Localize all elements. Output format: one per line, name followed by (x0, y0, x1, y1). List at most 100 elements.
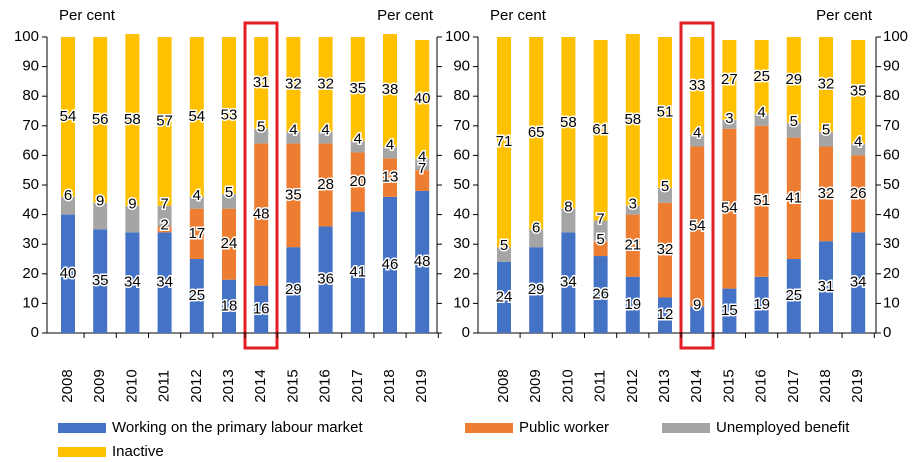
legend-label: Public worker (519, 419, 609, 436)
bar-segment (722, 119, 737, 129)
y-tick-label: 10 (883, 294, 900, 311)
data-label: 40 (414, 90, 431, 107)
data-label: 35 (850, 83, 867, 100)
data-label: 71 (496, 133, 513, 150)
data-label: 8 (564, 199, 572, 216)
y-axis-label: Per cent (377, 7, 434, 24)
bar-segment (786, 122, 801, 138)
bar-segment (350, 37, 365, 141)
y-tick-label: 40 (453, 206, 470, 223)
data-label: 32 (657, 241, 674, 258)
data-label: 31 (253, 74, 270, 91)
y-tick-label: 20 (453, 265, 470, 282)
data-label: 56 (92, 111, 109, 128)
bar-segment (529, 247, 544, 333)
bar-segment (350, 140, 365, 153)
y-tick-label: 50 (453, 176, 470, 193)
x-tick-label: 2008 (59, 369, 76, 402)
bar-segment (286, 143, 301, 248)
highlight-box (679, 21, 715, 350)
data-label: 17 (188, 225, 205, 242)
bar-segment (754, 276, 769, 333)
x-tick-label: 2013 (656, 369, 673, 402)
legend-swatch (58, 423, 106, 433)
bar-segment (318, 131, 333, 144)
x-tick-label: 2019 (849, 369, 866, 402)
y-tick-label: 90 (453, 58, 470, 75)
data-label: 25 (753, 68, 770, 85)
x-tick-label: 2018 (817, 369, 834, 402)
bar-segment (754, 113, 769, 126)
y-tick-label: 20 (883, 265, 900, 282)
data-label: 24 (496, 288, 513, 305)
x-tick-label: 2014 (688, 369, 705, 402)
data-label: 38 (382, 81, 399, 98)
bar-segment (690, 146, 705, 307)
bar-segment (318, 226, 333, 333)
data-label: 5 (790, 113, 798, 130)
x-tick-label: 2015 (284, 369, 301, 402)
x-tick-label: 2017 (349, 369, 366, 402)
bar-segment (722, 128, 737, 289)
data-label: 33 (689, 77, 706, 94)
bar-segment (157, 205, 172, 227)
bar-segment (222, 37, 236, 194)
data-label: 58 (624, 111, 641, 128)
data-label: 35 (349, 80, 366, 97)
y-tick-label: 0 (462, 324, 470, 341)
data-label: 27 (721, 71, 738, 88)
data-label: 65 (528, 124, 545, 141)
bar-segment (625, 34, 640, 206)
bar-segment (254, 37, 269, 129)
bar-segment (819, 146, 833, 242)
data-label: 18 (221, 297, 238, 314)
bar-segment (529, 229, 544, 248)
legend-label: Inactive (112, 443, 164, 460)
data-label: 9 (128, 196, 136, 213)
data-label: 4 (289, 122, 297, 139)
x-tick-label: 2009 (91, 369, 108, 402)
bar-segment (819, 131, 833, 147)
data-label: 12 (657, 306, 674, 323)
bar-segment (722, 39, 737, 120)
bar-segment (722, 288, 737, 333)
data-label: 29 (785, 71, 802, 88)
data-label: 32 (285, 75, 302, 92)
data-label: 5 (596, 231, 604, 248)
bar-segment (561, 37, 576, 209)
bar-segment (254, 128, 269, 144)
y-tick-label: 30 (453, 235, 470, 252)
data-label: 41 (785, 189, 802, 206)
data-label: 2 (160, 216, 168, 233)
data-label: 34 (850, 274, 867, 291)
bar-segment (786, 37, 801, 123)
legend-swatch (662, 423, 710, 433)
y-tick-label: 10 (22, 294, 39, 311)
data-label: 28 (317, 176, 334, 193)
data-label: 31 (818, 278, 835, 295)
bar-segment (851, 155, 866, 233)
data-label: 25 (785, 287, 802, 304)
x-tick-label: 2009 (527, 369, 544, 402)
bar-segment (819, 37, 833, 132)
data-label: 40 (60, 265, 77, 282)
data-label: 41 (349, 263, 366, 280)
x-tick-label: 2011 (156, 370, 173, 402)
data-label: 54 (721, 200, 738, 217)
data-label: 4 (854, 134, 862, 151)
bar-segment (61, 214, 75, 333)
data-label: 9 (693, 296, 701, 313)
y-axis-label: Per cent (816, 7, 873, 24)
data-label: 7 (418, 160, 426, 177)
bar-segment (851, 232, 866, 333)
bar-segment (415, 158, 430, 171)
data-label: 36 (317, 271, 334, 288)
x-tick-label: 2008 (495, 369, 512, 402)
data-label: 24 (221, 235, 238, 252)
y-tick-label: 90 (883, 58, 900, 75)
data-label: 4 (693, 125, 701, 142)
y-tick-label: 0 (31, 324, 39, 341)
bar-segment (529, 37, 544, 230)
y-tick-label: 80 (22, 87, 39, 104)
data-label: 5 (257, 119, 265, 136)
